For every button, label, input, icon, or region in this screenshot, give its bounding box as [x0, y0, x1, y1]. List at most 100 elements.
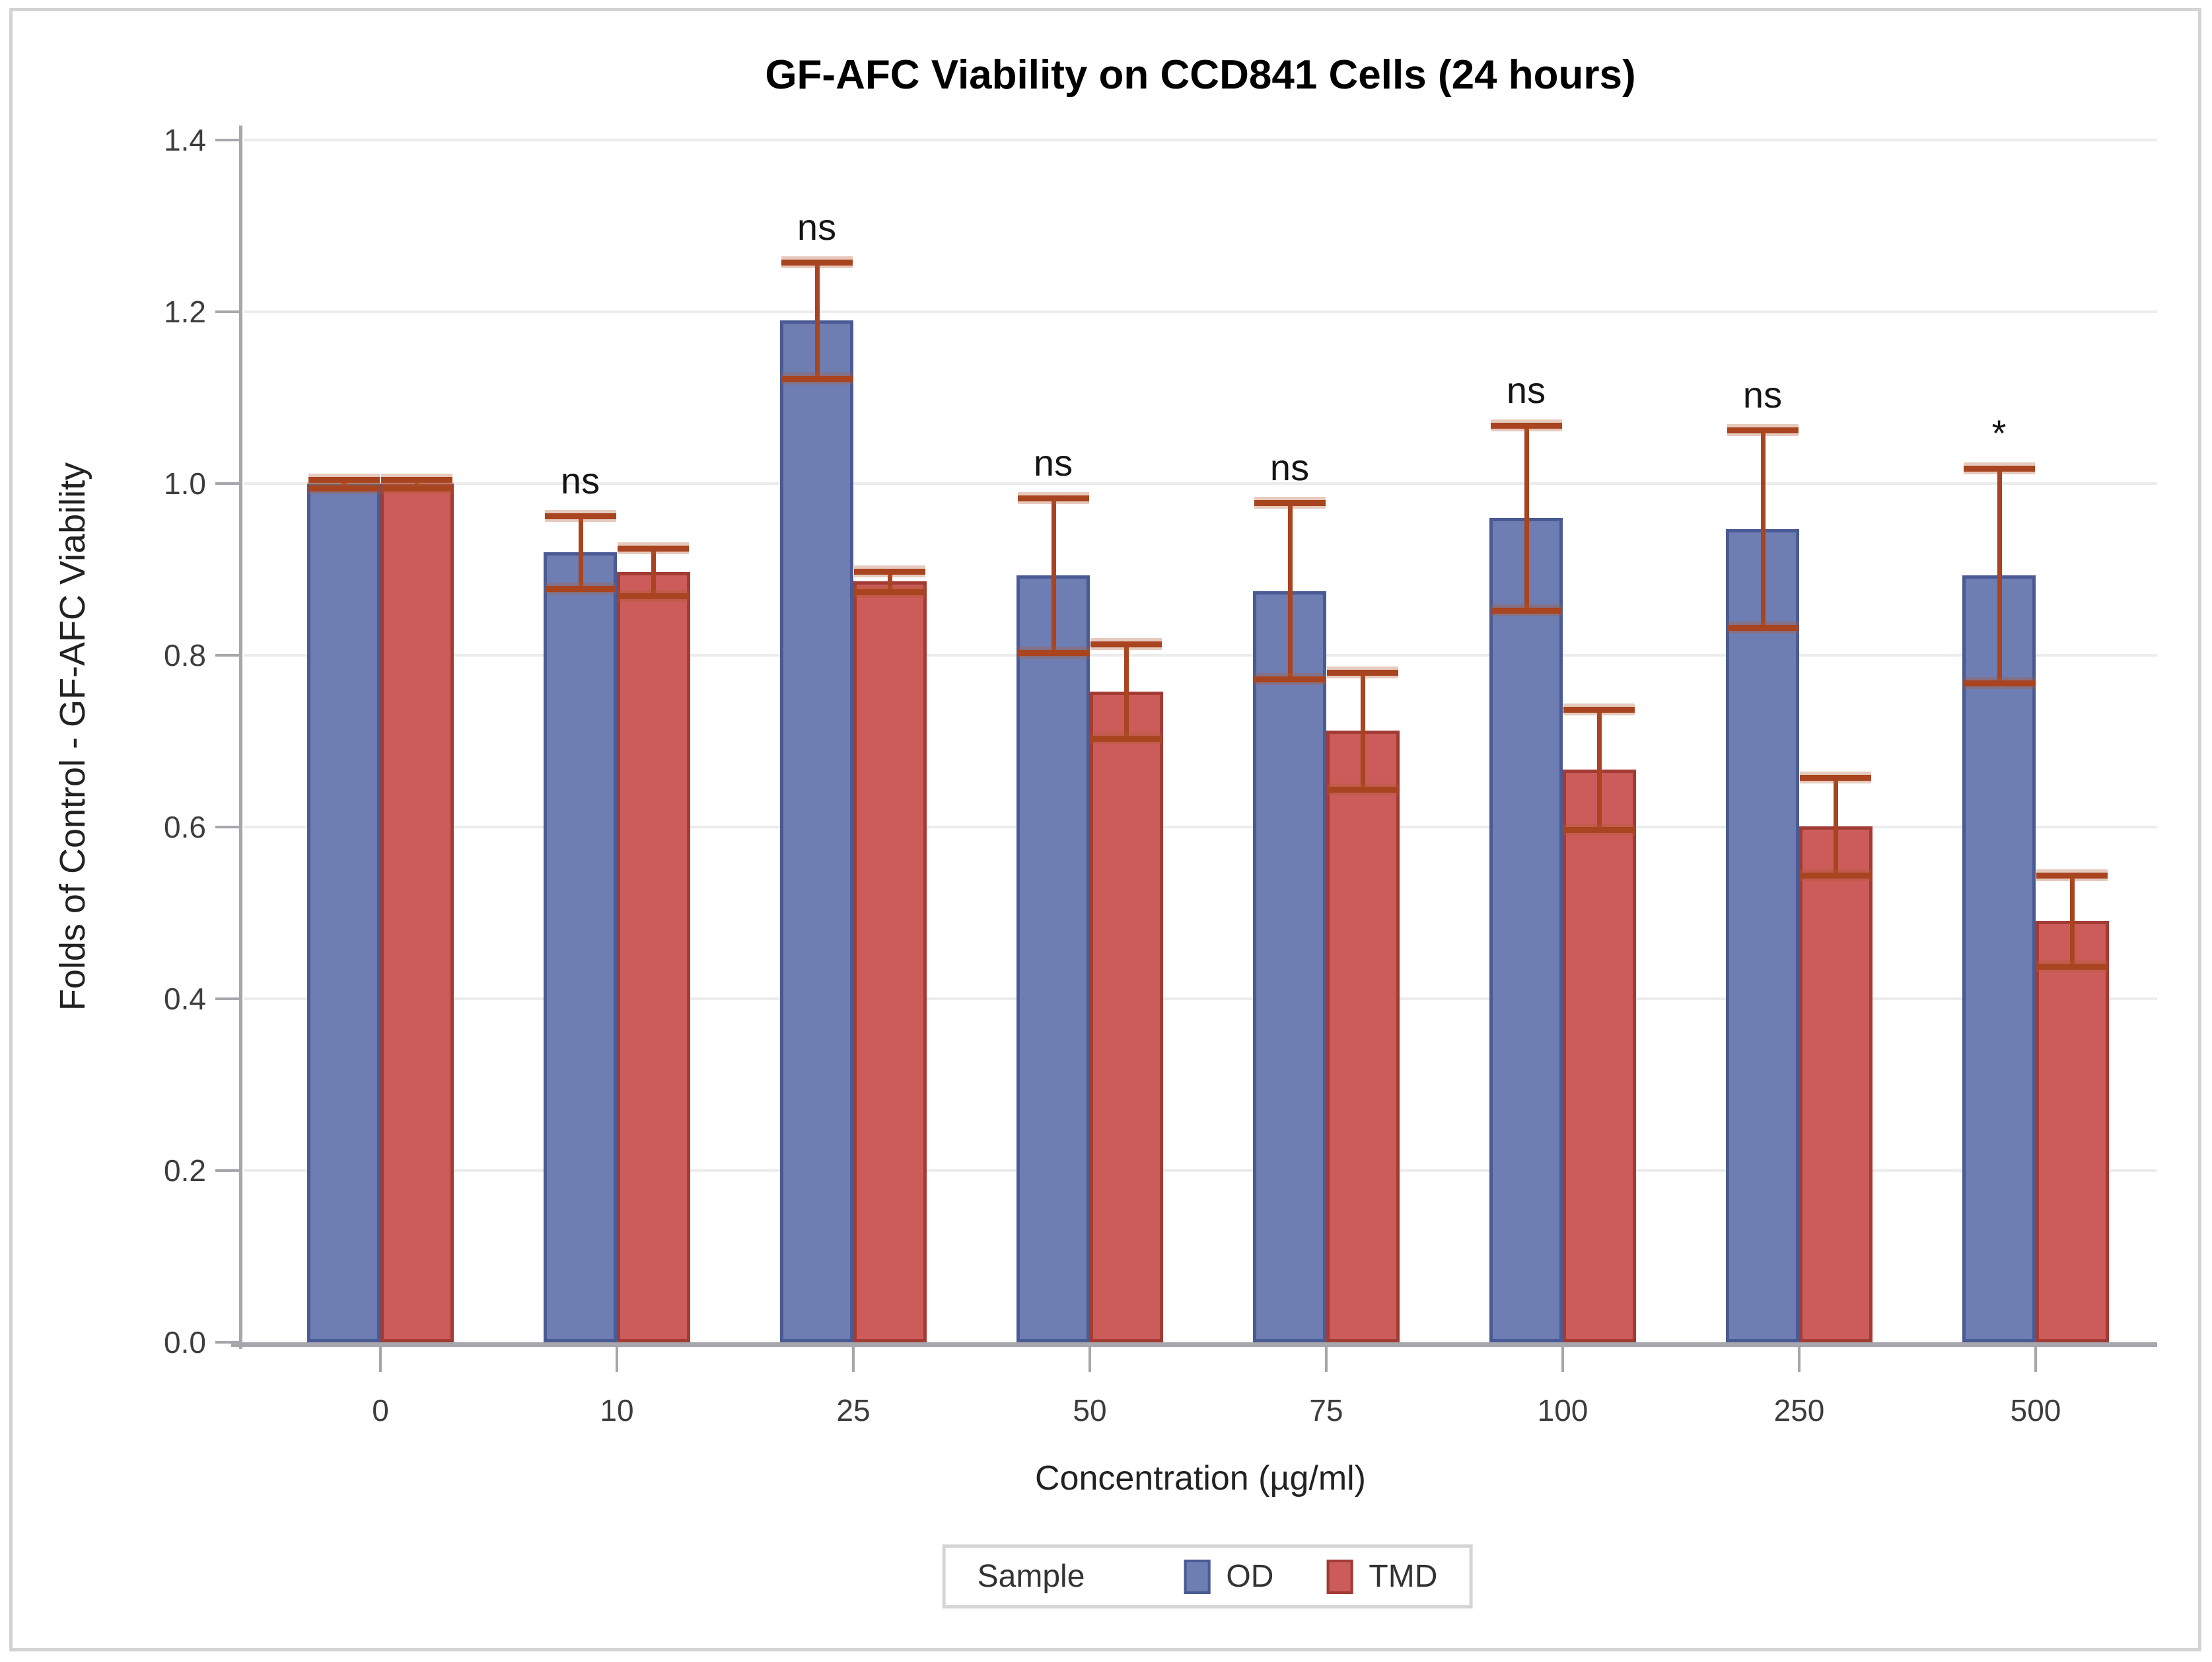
y-tickmark [215, 482, 239, 485]
legend-swatch-tmd-icon [1326, 1559, 1353, 1594]
errorbar-od-75 [1288, 502, 1293, 680]
y-tickmark [215, 826, 239, 828]
errorbar-cap [1563, 706, 1635, 713]
significance-annotation-100: ns [1506, 369, 1546, 411]
errorbar-cap [1964, 465, 2035, 472]
bar-tmd-250 [1799, 826, 1873, 1342]
y-tick-label: 0.8 [164, 638, 206, 672]
x-tick-label: 10 [600, 1393, 634, 1427]
bar-tmd-75 [1326, 731, 1400, 1342]
errorbar-cap [1090, 641, 1162, 648]
errorbar-cap [308, 476, 380, 483]
x-axis-title: Concentration (µg/ml) [1034, 1459, 1367, 1498]
legend-title: Sample [977, 1559, 1085, 1594]
significance-annotation-50: ns [1033, 442, 1073, 484]
y-axis-line [239, 126, 242, 1349]
y-axis-title: Folds of Control - GF-AFC Viability [53, 462, 92, 1011]
bar-od-500 [1962, 575, 2036, 1342]
gridline [244, 139, 2157, 141]
gridline [244, 310, 2157, 313]
bar-od-75 [1253, 591, 1326, 1342]
x-tickmark [616, 1347, 618, 1372]
legend: Sample OD TMD [942, 1544, 1473, 1608]
bar-tmd-100 [1563, 769, 1636, 1342]
x-tick-label: 500 [2010, 1393, 2061, 1427]
y-tick-label: 1.0 [164, 466, 206, 501]
x-axis-line [231, 1342, 2157, 1347]
errorbar-tmd-75 [1361, 672, 1365, 789]
x-tick-label: 250 [1773, 1393, 1825, 1427]
errorbar-cap [781, 376, 853, 382]
errorbar-cap [1254, 676, 1326, 683]
x-tick-label: 25 [836, 1393, 871, 1427]
errorbar-tmd-100 [1597, 709, 1602, 830]
gridline [244, 1169, 2157, 1172]
errorbar-cap [1491, 422, 1562, 429]
x-tickmark [1798, 1347, 1801, 1372]
errorbar-od-100 [1524, 425, 1529, 611]
bar-tmd-0 [380, 484, 454, 1342]
gridline [244, 654, 2157, 657]
y-tickmark [215, 997, 239, 1000]
figure-border-frame [9, 8, 2201, 1651]
legend-label-od: OD [1226, 1559, 1274, 1594]
errorbar-tmd-10 [651, 548, 656, 596]
errorbar-cap [854, 568, 925, 575]
errorbar-cap [545, 513, 616, 520]
significance-annotation-500: * [1991, 412, 2007, 454]
errorbar-tmd-250 [1834, 777, 1838, 875]
errorbar-cap [1327, 786, 1398, 793]
x-tick-label: 75 [1309, 1393, 1343, 1427]
errorbar-cap [545, 585, 616, 592]
gridline [244, 482, 2157, 485]
errorbar-cap [2036, 963, 2108, 970]
errorbar-cap [618, 545, 689, 552]
y-tickmark [215, 1169, 239, 1172]
chart-title: GF-AFC Viability on CCD841 Cells (24 hou… [765, 52, 1636, 98]
y-tickmark [215, 310, 239, 313]
bar-tmd-50 [1090, 691, 1163, 1342]
significance-annotation-75: ns [1269, 446, 1310, 488]
significance-annotation-25: ns [797, 205, 837, 248]
gridline [244, 997, 2157, 1000]
bar-od-0 [307, 484, 380, 1342]
errorbar-od-10 [579, 516, 583, 589]
errorbar-cap [1727, 625, 1799, 632]
errorbar-od-0 [342, 479, 347, 488]
bar-od-10 [544, 552, 617, 1342]
errorbar-cap [2036, 872, 2108, 879]
errorbar-od-25 [815, 262, 820, 379]
errorbar-tmd-0 [415, 479, 419, 488]
errorbar-cap [1800, 872, 1871, 879]
x-tickmark [379, 1347, 382, 1372]
y-tick-label: 0.6 [164, 810, 206, 844]
legend-item-od: OD [1184, 1558, 1273, 1595]
errorbar-cap [1327, 670, 1398, 676]
x-tickmark [1561, 1347, 1564, 1372]
bar-tmd-10 [617, 571, 690, 1342]
errorbar-cap [1254, 499, 1326, 506]
errorbar-cap [1800, 774, 1871, 781]
bar-tmd-500 [2036, 920, 2109, 1342]
y-tickmark [215, 139, 239, 141]
y-tick-label: 0.2 [164, 1153, 206, 1188]
legend-item-tmd: TMD [1326, 1558, 1437, 1595]
bar-od-100 [1489, 518, 1563, 1342]
x-tickmark [2034, 1347, 2037, 1372]
errorbar-cap [381, 485, 452, 491]
errorbar-od-500 [1997, 468, 2002, 683]
errorbar-tmd-500 [2070, 875, 2075, 966]
errorbar-cap [1964, 680, 2035, 686]
x-tickmark [852, 1347, 855, 1372]
errorbar-cap [1018, 650, 1089, 657]
errorbar-cap [1727, 427, 1799, 434]
errorbar-cap [1090, 736, 1162, 742]
errorbar-cap [308, 485, 380, 491]
errorbar-cap [781, 259, 853, 266]
errorbar-cap [1018, 495, 1089, 502]
y-tick-label: 0.0 [164, 1325, 206, 1359]
significance-annotation-10: ns [560, 460, 600, 502]
errorbar-cap [1563, 826, 1635, 833]
errorbar-od-50 [1052, 498, 1056, 653]
